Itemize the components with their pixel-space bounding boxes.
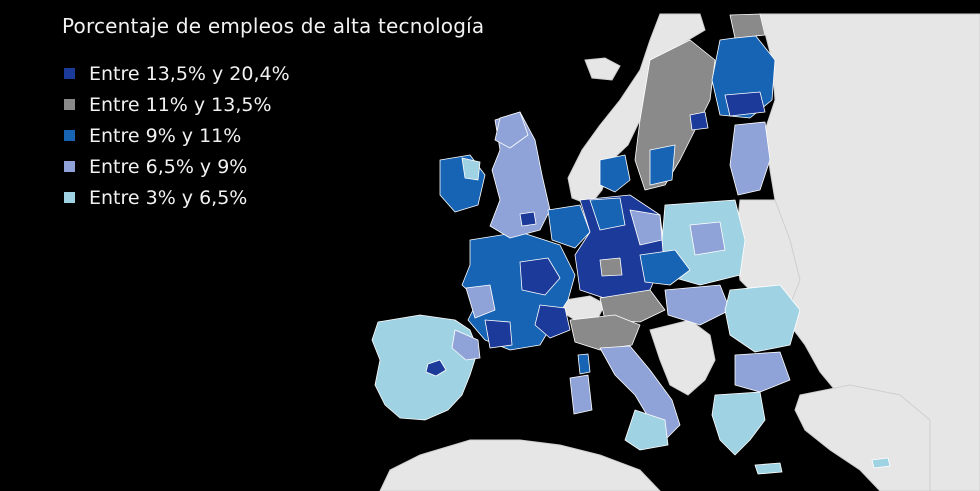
legend-swatch [64, 161, 75, 172]
region-poland-c [689, 221, 726, 256]
region-france-c [519, 257, 561, 296]
land-africa [379, 439, 661, 491]
region-benelux [547, 204, 591, 249]
region-finland-n [729, 13, 766, 39]
region-iberia [371, 314, 479, 421]
region-bulgaria [734, 351, 791, 393]
region-czech [639, 249, 691, 286]
legend-swatch [64, 192, 75, 203]
legend-item: Entre 9% y 11% [64, 120, 290, 151]
region-scotland [494, 111, 529, 149]
eu-regions [371, 13, 891, 475]
legend-label: Entre 13,5% y 20,4% [89, 62, 290, 85]
legend-label: Entre 11% y 13,5% [89, 93, 272, 116]
region-france-w [465, 284, 496, 319]
region-italy-n [569, 314, 641, 351]
region-romania [724, 284, 801, 353]
region-finland-s [724, 91, 766, 117]
region-ireland-s [461, 157, 481, 181]
land-turkey [794, 384, 931, 491]
land-iceland [584, 57, 621, 81]
legend-label: Entre 3% y 6,5% [89, 186, 248, 209]
region-stockholm [689, 111, 709, 131]
region-germany-n [589, 197, 626, 231]
legend-label: Entre 9% y 11% [89, 124, 242, 147]
region-denmark [599, 154, 631, 193]
non-data-land [379, 13, 980, 491]
legend-item: Entre 3% y 6,5% [64, 182, 290, 213]
region-madrid [425, 359, 447, 377]
region-italy-s [624, 409, 669, 451]
region-baltics [729, 121, 771, 196]
region-france-s [534, 304, 571, 339]
legend-item: Entre 13,5% y 20,4% [64, 58, 290, 89]
region-cyprus [871, 457, 891, 469]
map-title: Porcentaje de empleos de alta tecnología [62, 14, 485, 38]
region-crete [754, 462, 783, 475]
legend-swatch [64, 68, 75, 79]
legend-swatch [64, 130, 75, 141]
region-spain-ne [451, 329, 481, 361]
region-france-sw [484, 319, 513, 349]
region-corsica [577, 353, 591, 375]
land-balkans [649, 319, 716, 396]
legend-item: Entre 11% y 13,5% [64, 89, 290, 120]
region-italy [599, 345, 681, 441]
region-sardinia [569, 374, 593, 415]
legend: Entre 13,5% y 20,4% Entre 11% y 13,5% En… [64, 58, 290, 213]
legend-label: Entre 6,5% y 9% [89, 155, 248, 178]
region-london [519, 211, 537, 227]
legend-item: Entre 6,5% y 9% [64, 151, 290, 182]
region-greece [711, 391, 766, 456]
region-sweden-s [649, 144, 676, 186]
legend-swatch [64, 99, 75, 110]
region-hungary [664, 284, 731, 326]
region-germany-grey [599, 257, 623, 277]
